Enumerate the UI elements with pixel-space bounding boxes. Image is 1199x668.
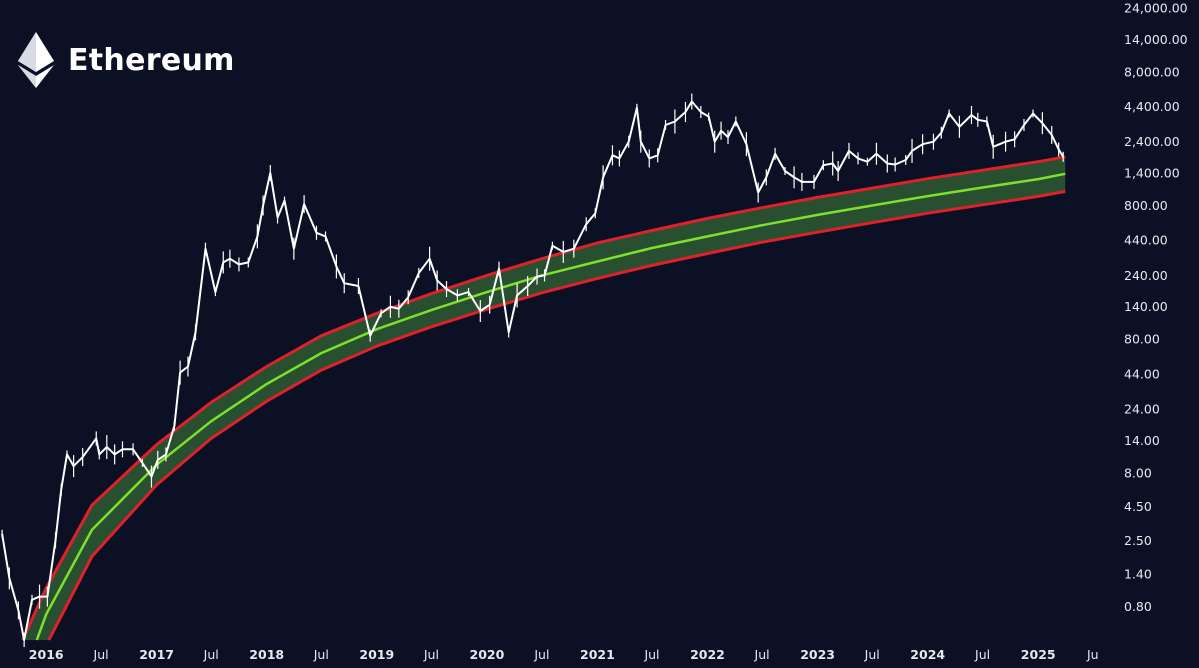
band-lower-line (47, 189, 1066, 641)
y-tick-label: 800.00 (1124, 198, 1168, 213)
y-tick-label: 4.50 (1124, 499, 1152, 514)
x-tick-label: Jul (533, 647, 549, 662)
rainbow-band (21, 155, 1066, 641)
x-tick-label: 2023 (800, 647, 835, 662)
x-tick-label: Jul (754, 647, 770, 662)
ethereum-diamond-icon (18, 32, 54, 88)
y-tick-label: 14,000.00 (1124, 32, 1188, 47)
y-tick-label: 8,000.00 (1124, 64, 1180, 79)
x-tick-label: 2017 (139, 647, 174, 662)
x-tick-label: Jul (423, 647, 439, 662)
y-tick-label: 14.00 (1124, 433, 1160, 448)
x-tick-label: 2019 (359, 647, 394, 662)
x-tick-label: 2018 (249, 647, 284, 662)
y-axis: 24,000.00 14,000.00 8,000.00 4,400.00 2,400.… (1124, 1, 1188, 615)
y-tick-label: 44.00 (1124, 366, 1160, 381)
brand-header: Ethereum (18, 32, 235, 88)
y-tick-label: 2,400.00 (1124, 134, 1180, 149)
x-tick-label: Jul (313, 647, 329, 662)
y-tick-label: 240.00 (1124, 268, 1168, 283)
x-axis: 2016 Jul 2017 Jul 2018 Jul 2019 Jul 2020 Jul 2021 J… (29, 647, 1099, 662)
y-tick-label: 1,400.00 (1124, 166, 1180, 181)
x-tick-label: Jul (203, 647, 219, 662)
x-tick-label: 2021 (580, 647, 615, 662)
brand-title: Ethereum (68, 42, 235, 78)
x-tick-label: Jul (974, 647, 990, 662)
x-tick-label: 2022 (690, 647, 725, 662)
band-upper-line (21, 155, 1066, 641)
x-tick-label: Jul (864, 647, 880, 662)
y-tick-label: 8.00 (1124, 465, 1152, 480)
y-tick-label: 140.00 (1124, 299, 1168, 314)
y-tick-label: 24,000.00 (1124, 1, 1188, 16)
x-tick-label: Jul (643, 647, 659, 662)
band-fill (22, 156, 1066, 641)
x-tick-label: 2025 (1021, 647, 1056, 662)
price-series (1, 93, 1065, 647)
y-tick-label: 80.00 (1124, 332, 1160, 347)
x-tick-label: 2016 (29, 647, 64, 662)
y-tick-label: 24.00 (1124, 402, 1160, 417)
x-tick-label: 2020 (470, 647, 505, 662)
x-tick-label: Ju (1086, 647, 1099, 662)
y-tick-label: 0.80 (1124, 599, 1152, 614)
y-tick-label: 440.00 (1124, 233, 1168, 248)
band-mid-line (35, 172, 1066, 641)
y-tick-label: 4,400.00 (1124, 99, 1180, 114)
y-tick-label: 2.50 (1124, 533, 1152, 548)
y-tick-label: 1.40 (1124, 567, 1152, 582)
price-line (1, 100, 1065, 641)
x-tick-label: 2024 (910, 647, 945, 662)
x-tick-label: Jul (93, 647, 109, 662)
